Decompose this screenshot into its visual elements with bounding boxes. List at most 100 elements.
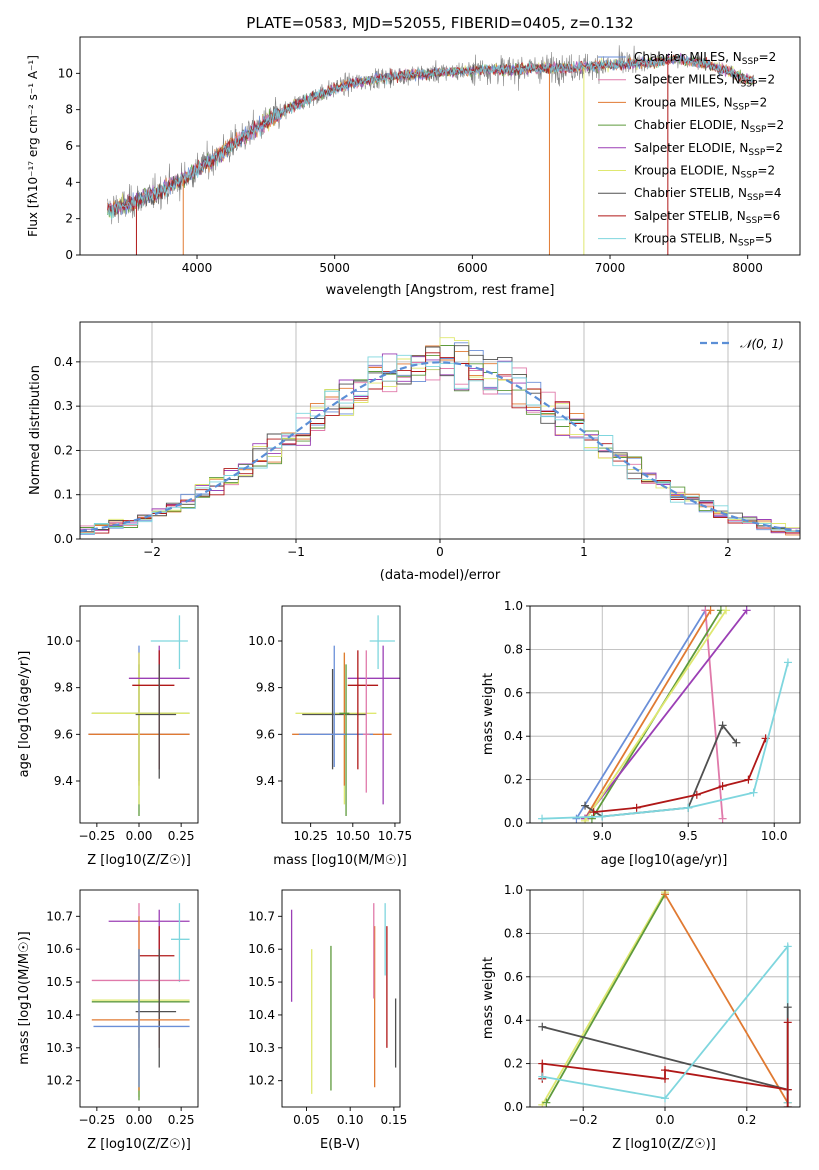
y-tick-label: 10.5	[46, 975, 73, 989]
y-tick-label: 10.7	[248, 909, 275, 923]
legend-label: Kroupa MILES, NSSP=2	[634, 95, 767, 112]
y-axis-label: age [log10(age/yr)]	[17, 651, 32, 778]
y-tick-label: 0.0	[504, 1100, 523, 1114]
y-tick-label: 10.4	[46, 1008, 73, 1022]
x-tick-label: 0.0	[655, 1113, 674, 1127]
legend-label: Chabrier MILES, NSSP=2	[634, 50, 776, 67]
x-tick-label: 9.0	[593, 829, 612, 843]
y-tick-label: 10.3	[46, 1041, 73, 1055]
plot-frame	[529, 605, 801, 824]
weight-line-kroupa_elodie	[584, 609, 727, 822]
y-tick-label: 10	[58, 66, 73, 80]
y-tick-label: 0	[65, 248, 73, 262]
model-spectrum-salpeter_stelib	[107, 54, 755, 215]
plot-frame	[281, 889, 401, 1108]
x-tick-label: 0.25	[168, 829, 195, 843]
legend: 𝒩(0, 1)	[700, 337, 784, 351]
x-axis-label: Z [log10(Z/Z☉)]	[612, 1137, 716, 1152]
x-tick-label: 8000	[732, 261, 763, 275]
y-tick-label: 9.8	[54, 681, 73, 695]
plot-area	[80, 337, 800, 539]
y-tick-label: 0.2	[504, 773, 523, 787]
x-tick-label: 5000	[319, 261, 350, 275]
x-tick-label: 0.2	[737, 1113, 756, 1127]
y-tick-label: 1.0	[504, 883, 523, 897]
plot-area	[538, 606, 792, 823]
weight-line-kroupa_miles	[664, 893, 789, 1104]
x-tick-label: 0	[436, 545, 444, 559]
y-tick-label: 0.6	[504, 970, 523, 984]
y-tick-label: 10.0	[248, 634, 275, 648]
y-tick-label: 10.6	[248, 942, 275, 956]
weight-line-salpeter_miles	[704, 610, 724, 819]
y-tick-label: 0.2	[504, 1057, 523, 1071]
y-tick-label: 4	[65, 175, 73, 189]
legend-label: Chabrier STELIB, NSSP=4	[634, 186, 782, 203]
x-tick-label: −0.25	[78, 1113, 115, 1127]
y-axis-label: mass weight	[481, 957, 496, 1039]
weight-line-chabrier_miles	[575, 609, 707, 820]
legend: Chabrier MILES, NSSP=2 Salpeter MILES, NS…	[598, 50, 784, 249]
x-tick-label: 6000	[457, 261, 488, 275]
y-tick-label: 0.0	[54, 532, 73, 546]
y-tick-label: 9.8	[256, 681, 275, 695]
x-axis-label: age [log10(age/yr)]	[601, 853, 728, 868]
x-tick-label: 10.0	[761, 829, 788, 843]
y-tick-label: 0.2	[54, 443, 73, 457]
y-tick-label: 9.4	[54, 774, 73, 788]
x-tick-label: 2	[724, 545, 732, 559]
weight-line-chabrier_elodie	[545, 893, 666, 1104]
y-tick-label: 9.6	[256, 727, 275, 741]
y-axis-label: Normed distribution	[28, 365, 43, 495]
residual-histogram-panel: −2 −1 0 1 2 0.0 0.1 0.2 0.3 0.4 𝒩(0, 1)	[54, 321, 801, 559]
plot-frame	[281, 605, 401, 824]
x-axis-label: Z [log10(Z/Z☉)]	[87, 1137, 191, 1152]
y-tick-label: 0.1	[54, 488, 73, 502]
y-tick-label: 0.6	[504, 686, 523, 700]
y-tick-label: 0.8	[504, 642, 523, 656]
weight-line-salpeter_elodie	[584, 609, 748, 820]
x-tick-label: 0.05	[293, 1113, 320, 1127]
x-tick-label: 0.00	[126, 1113, 153, 1127]
mass-weight-vs-age-panel: 9.0 9.5 10.0 0.0 0.2 0.4 0.6 0.8 1.0	[504, 599, 801, 843]
mass-vs-metallicity-panel: −0.25 0.00 0.25 10.2 10.3 10.4 10.5 10.6 10.7	[46, 889, 199, 1127]
normal-curve	[80, 361, 800, 533]
x-axis-label: (data-model)/error	[380, 568, 501, 583]
y-axis-label: mass [log10(M/M☉)]	[17, 931, 32, 1064]
y-axis-label: Flux [fλ10⁻¹⁷ erg cm⁻² s⁻¹ A⁻¹]	[26, 55, 40, 237]
x-tick-label: −0.2	[569, 1113, 598, 1127]
y-tick-label: 10.7	[46, 909, 73, 923]
y-tick-label: 8	[65, 103, 73, 117]
legend-label: Kroupa STELIB, NSSP=5	[634, 232, 772, 249]
weight-line-kroupa_miles	[584, 609, 712, 820]
x-axis-label: E(B-V)	[320, 1137, 360, 1152]
x-tick-label: 9.5	[679, 829, 698, 843]
y-axis-label: mass weight	[481, 673, 496, 755]
legend-label: Salpeter STELIB, NSSP=6	[634, 209, 780, 226]
x-tick-label: 7000	[595, 261, 626, 275]
y-tick-label: 9.4	[256, 774, 275, 788]
y-tick-label: 10.4	[248, 1008, 275, 1022]
x-tick-label: −1	[287, 545, 305, 559]
weight-line-salpeter_stelib	[593, 738, 767, 813]
x-tick-label: −0.25	[78, 829, 115, 843]
x-axis-label: mass [log10(M/M☉)]	[273, 853, 406, 868]
x-tick-label: 0.00	[126, 829, 153, 843]
plot-area	[290, 903, 397, 1094]
legend-label: Salpeter MILES, NSSP=2	[634, 73, 775, 90]
plot-area	[91, 903, 190, 1101]
legend-label: Salpeter ELODIE, NSSP=2	[634, 141, 783, 158]
x-tick-label: 10.50	[336, 829, 370, 843]
x-tick-label: 10.25	[293, 829, 327, 843]
y-tick-label: 0.4	[504, 729, 523, 743]
weight-line-kroupa_elodie	[541, 891, 666, 1106]
age-vs-metallicity-panel: −0.25 0.00 0.25 9.4 9.6 9.8 10.0	[46, 605, 199, 843]
x-axis-label: Z [log10(Z/Z☉)]	[87, 853, 191, 868]
y-tick-label: 2	[65, 212, 73, 226]
y-tick-label: 0.4	[54, 355, 73, 369]
y-tick-label: 0.3	[54, 399, 73, 413]
plot-area	[88, 615, 190, 816]
x-tick-label: 0.25	[168, 1113, 195, 1127]
y-tick-label: 9.6	[54, 727, 73, 741]
